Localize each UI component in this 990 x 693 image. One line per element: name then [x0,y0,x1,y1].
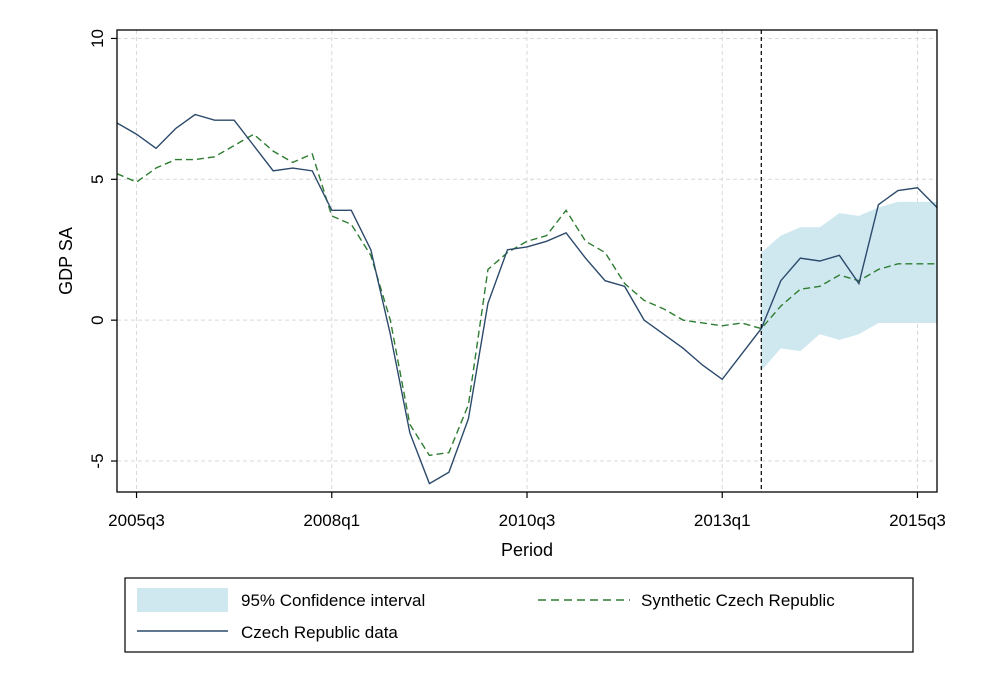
legend-actual-label: Czech Republic data [241,623,398,642]
y-tick-label: -5 [88,453,107,468]
y-axis-title: GDP SA [56,227,76,295]
y-tick-label: 10 [88,29,107,48]
legend-ci-label: 95% Confidence interval [241,591,425,610]
x-tick-label: 2015q3 [889,511,946,530]
confidence-band-layer [761,201,937,371]
x-axis: 2005q3 2008q1 2010q3 2013q1 2015q3 [108,492,946,530]
confidence-band [761,201,937,371]
y-tick-label: 5 [88,175,107,184]
series-layer [116,113,938,485]
legend-box [124,577,914,653]
y-tick-label: 0 [88,315,107,324]
x-tick-label: 2008q1 [303,511,360,530]
x-tick-label: 2005q3 [108,511,165,530]
x-tick-label: 2010q3 [499,511,556,530]
y-axis: -5 0 5 10 [88,29,117,469]
x-axis-title: Period [501,540,553,560]
grid-lines [117,30,937,492]
legend-ci-swatch [137,588,228,612]
legend-synthetic-label: Synthetic Czech Republic [641,591,835,610]
legend: 95% Confidence interval Synthetic Czech … [124,577,914,653]
x-tick-label: 2013q1 [694,511,751,530]
series-line-actual [116,113,938,485]
